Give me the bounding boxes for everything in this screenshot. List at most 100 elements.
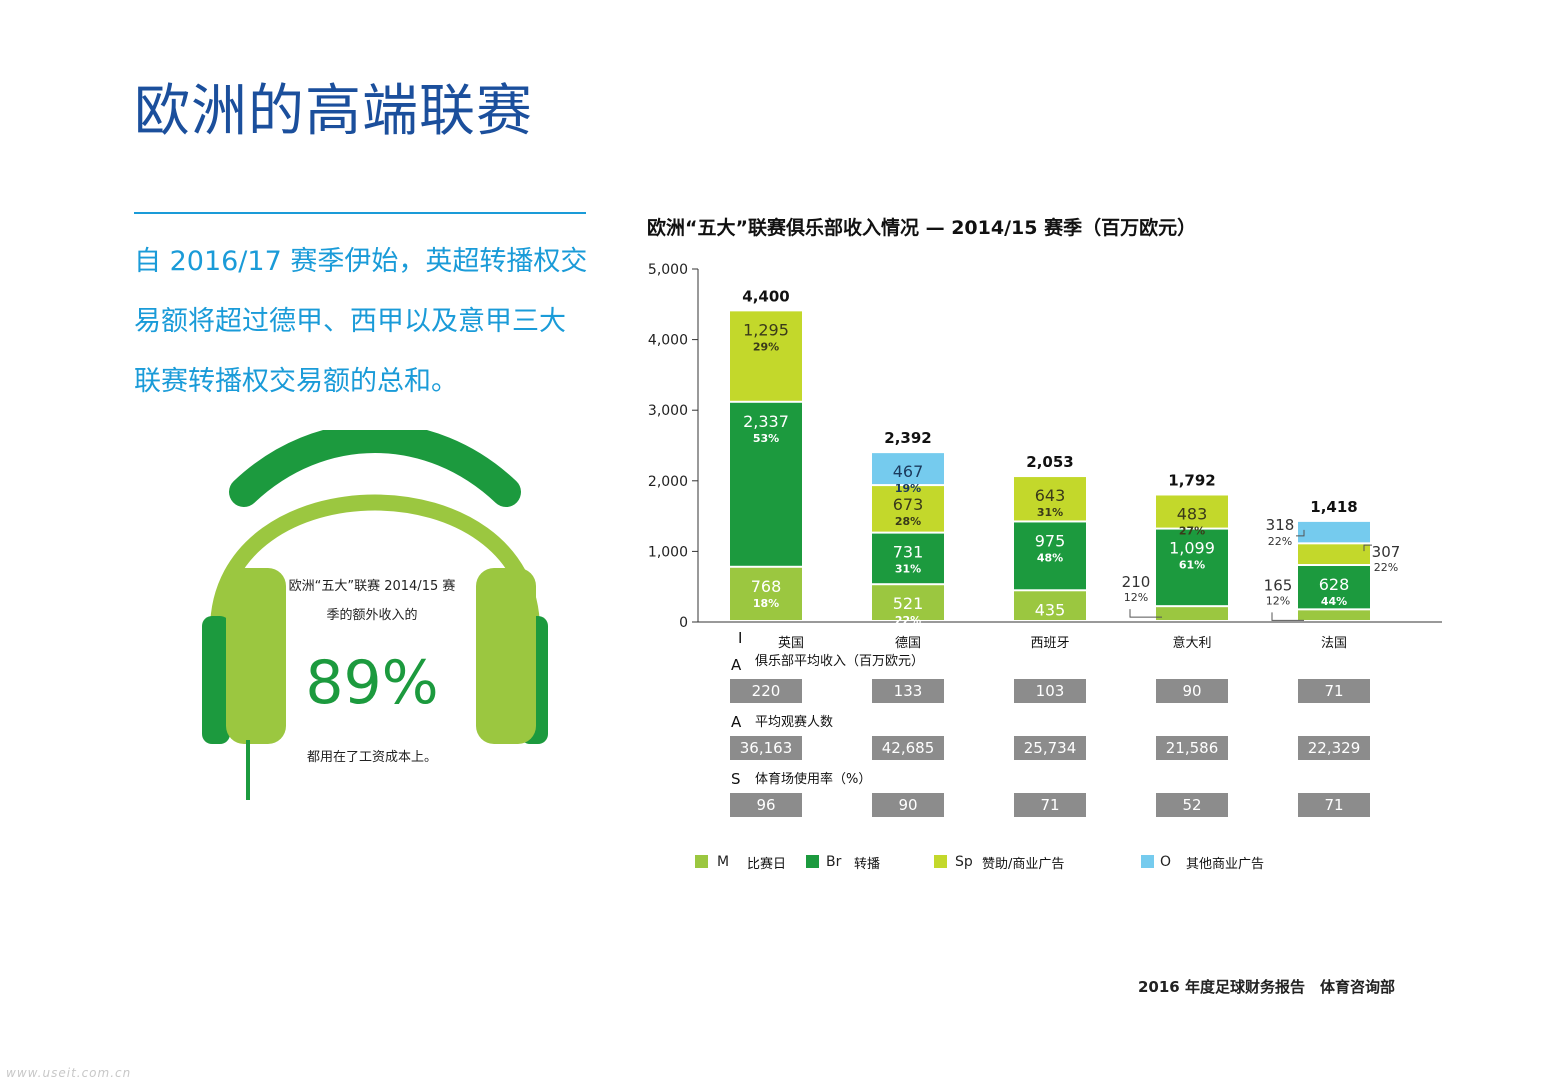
legend-code: Br xyxy=(826,854,842,870)
data-label: 731 xyxy=(893,543,924,562)
leader-line xyxy=(1363,544,1372,552)
data-label: 467 xyxy=(893,462,924,481)
stat-value-box: 220 xyxy=(730,679,802,703)
data-label: 318 xyxy=(1266,516,1295,534)
legend-code: M xyxy=(717,854,730,870)
data-label: 768 xyxy=(751,577,782,596)
bar-segment xyxy=(1298,610,1370,620)
divider xyxy=(134,212,586,214)
data-pct: 28% xyxy=(895,515,921,528)
bar-total-label: 1,792 xyxy=(1168,471,1215,489)
page-title: 欧洲的高端联赛 xyxy=(134,79,533,144)
stat-letter: A xyxy=(731,713,742,731)
y-tick-label: 3,000 xyxy=(648,403,688,419)
data-pct: 19% xyxy=(895,482,921,495)
intro-text: 自 2016/17 赛季伊始，英超转播权交 易额将超过德甲、西甲以及意甲三大 联… xyxy=(134,232,604,412)
bar-segment xyxy=(1014,522,1086,590)
legend-code: Sp xyxy=(955,854,973,870)
data-pct: 12% xyxy=(1124,591,1148,604)
legend-swatch-other xyxy=(1141,855,1154,868)
bar-segment xyxy=(1014,477,1086,521)
x-tick-label: 法国 xyxy=(1320,636,1347,651)
data-pct: 12% xyxy=(1266,594,1290,607)
y-tick-label: 1,000 xyxy=(648,544,688,560)
data-label: 975 xyxy=(1035,531,1066,550)
data-pct: 53% xyxy=(753,432,779,445)
stat-value-box: 133 xyxy=(872,679,944,703)
bar-segment xyxy=(872,453,944,485)
data-pct: 48% xyxy=(1037,551,1063,564)
stat-value-box: 71 xyxy=(1298,679,1370,703)
watermark: www.useit.com.cn xyxy=(6,1066,132,1080)
data-pct: 31% xyxy=(895,563,921,576)
bar-segment xyxy=(1298,521,1370,543)
bar-total-label: 4,400 xyxy=(742,287,789,305)
bar-segment xyxy=(1014,591,1086,620)
headphones-caption-2: 季的额外收入的 xyxy=(326,608,418,623)
intro-line: 联赛转播权交易额的总和。 xyxy=(134,366,458,397)
stat-value-box: 90 xyxy=(872,793,944,817)
data-pct: 18% xyxy=(753,597,779,610)
stat-value-box: 71 xyxy=(1014,793,1086,817)
data-label: 521 xyxy=(893,594,924,613)
data-pct: 61% xyxy=(1179,559,1205,572)
data-label: 435 xyxy=(1035,600,1066,619)
x-tick-label: 意大利 xyxy=(1172,636,1212,651)
data-label: 628 xyxy=(1319,575,1350,594)
data-label: 165 xyxy=(1264,576,1293,594)
stat-value-box: 52 xyxy=(1156,793,1228,817)
legend-label-other: 其他商业广告 xyxy=(1186,857,1265,872)
intro-line: 自 2016/17 赛季伊始，英超转播权交 xyxy=(134,246,588,277)
y-tick-label: 4,000 xyxy=(648,333,688,349)
data-label: 1,099 xyxy=(1169,539,1215,558)
data-label: 673 xyxy=(893,495,924,514)
bar-segment xyxy=(1156,607,1228,620)
headphones-percent: 89% xyxy=(305,648,439,718)
bar-segment xyxy=(730,567,802,620)
data-label: 643 xyxy=(1035,486,1066,505)
footer: 2016 年度足球财务报告 体育咨询部 xyxy=(1138,978,1395,996)
x-tick-label: 英国 xyxy=(777,636,804,651)
data-pct: 44% xyxy=(1321,595,1347,608)
bar-total-label: 2,392 xyxy=(884,429,931,447)
data-label: 210 xyxy=(1122,573,1151,591)
bar-total-label: 2,053 xyxy=(1026,453,1073,471)
bar-total-label: 1,418 xyxy=(1310,498,1357,516)
x-tick-label: 西班牙 xyxy=(1030,636,1070,651)
stat-value-box: 25,734 xyxy=(1014,736,1086,760)
legend-code: O xyxy=(1160,854,1172,870)
axis-marker: I xyxy=(738,629,743,647)
stat-value-box: 96 xyxy=(730,793,802,817)
chart-title: 欧洲“五大”联赛俱乐部收入情况 — 2014/15 赛季（百万欧元） xyxy=(647,217,1197,239)
stat-value-box: 21,586 xyxy=(1156,736,1228,760)
stat-value-box: 22,329 xyxy=(1298,736,1370,760)
legend-label-broadcast: 转播 xyxy=(854,857,881,872)
bar-segment xyxy=(730,402,802,566)
legend-label-sponsorship: 赞助/商业广告 xyxy=(982,857,1065,872)
data-pct: 22% xyxy=(895,614,921,627)
y-tick-label: 2,000 xyxy=(648,474,688,490)
data-label: 2,337 xyxy=(743,412,789,431)
leader-line xyxy=(1296,529,1305,537)
intro-line: 易额将超过德甲、西甲以及意甲三大 xyxy=(134,306,566,337)
bar-segment xyxy=(1156,529,1228,606)
stat-value-box: 36,163 xyxy=(730,736,802,760)
data-pct: 29% xyxy=(753,340,779,353)
bar-segment xyxy=(872,585,944,620)
legend-swatch-broadcast xyxy=(806,855,819,868)
legend-swatch-sponsorship xyxy=(934,855,947,868)
leader-line xyxy=(1129,609,1162,618)
legend-label-matchday: 比赛日 xyxy=(747,857,787,872)
y-tick-label: 0 xyxy=(679,615,688,631)
bar-segment xyxy=(1156,495,1228,528)
stat-value-box: 90 xyxy=(1156,679,1228,703)
headphones-icon xyxy=(202,430,548,800)
bar-segment xyxy=(872,486,944,532)
stat-label-avg-revenue: 俱乐部平均收入（百万欧元） xyxy=(755,654,925,669)
legend-swatch-matchday xyxy=(695,855,708,868)
leader-line xyxy=(1271,612,1304,621)
data-label: 1,295 xyxy=(743,320,789,339)
data-label: 483 xyxy=(1177,504,1208,523)
stat-letter: A xyxy=(731,656,742,674)
